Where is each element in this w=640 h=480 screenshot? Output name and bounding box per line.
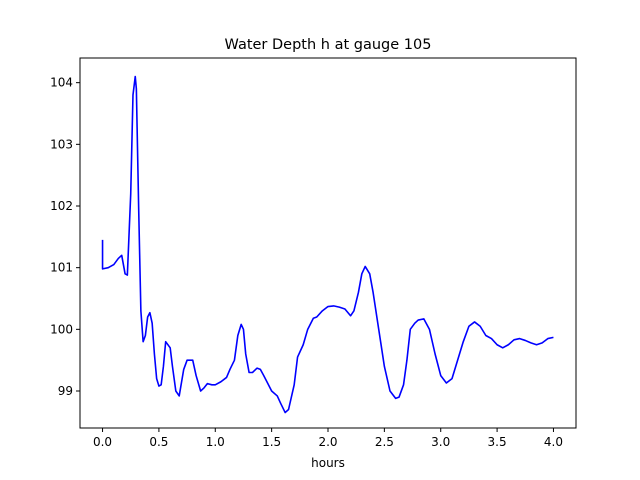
- plot-area: [80, 58, 576, 428]
- y-tick-label: 99: [58, 384, 73, 398]
- x-tick-label: 3.0: [431, 435, 450, 449]
- y-tick-label: 102: [50, 199, 73, 213]
- y-axis-ticks: 99 100 101 102 103 104: [50, 76, 80, 398]
- y-tick-label: 104: [50, 76, 73, 90]
- x-tick-label: 2.5: [375, 435, 394, 449]
- y-tick-label: 101: [50, 261, 73, 275]
- x-tick-label: 1.0: [206, 435, 225, 449]
- x-tick-label: 3.5: [488, 435, 507, 449]
- x-tick-label: 2.0: [318, 435, 337, 449]
- x-tick-label: 4.0: [544, 435, 563, 449]
- x-axis-ticks: 0.0 0.5 1.0 1.5 2.0 2.5 3.0 3.5 4.0: [93, 428, 563, 449]
- x-tick-label: 1.5: [262, 435, 281, 449]
- y-tick-label: 103: [50, 137, 73, 151]
- series-layer: [101, 75, 554, 414]
- chart-title: Water Depth h at gauge 105: [225, 37, 432, 53]
- x-tick-label: 0.5: [149, 435, 168, 449]
- series-line-0: [101, 75, 554, 414]
- x-axis-label: hours: [311, 456, 345, 470]
- y-tick-label: 100: [50, 322, 73, 336]
- x-tick-label: 0.0: [93, 435, 112, 449]
